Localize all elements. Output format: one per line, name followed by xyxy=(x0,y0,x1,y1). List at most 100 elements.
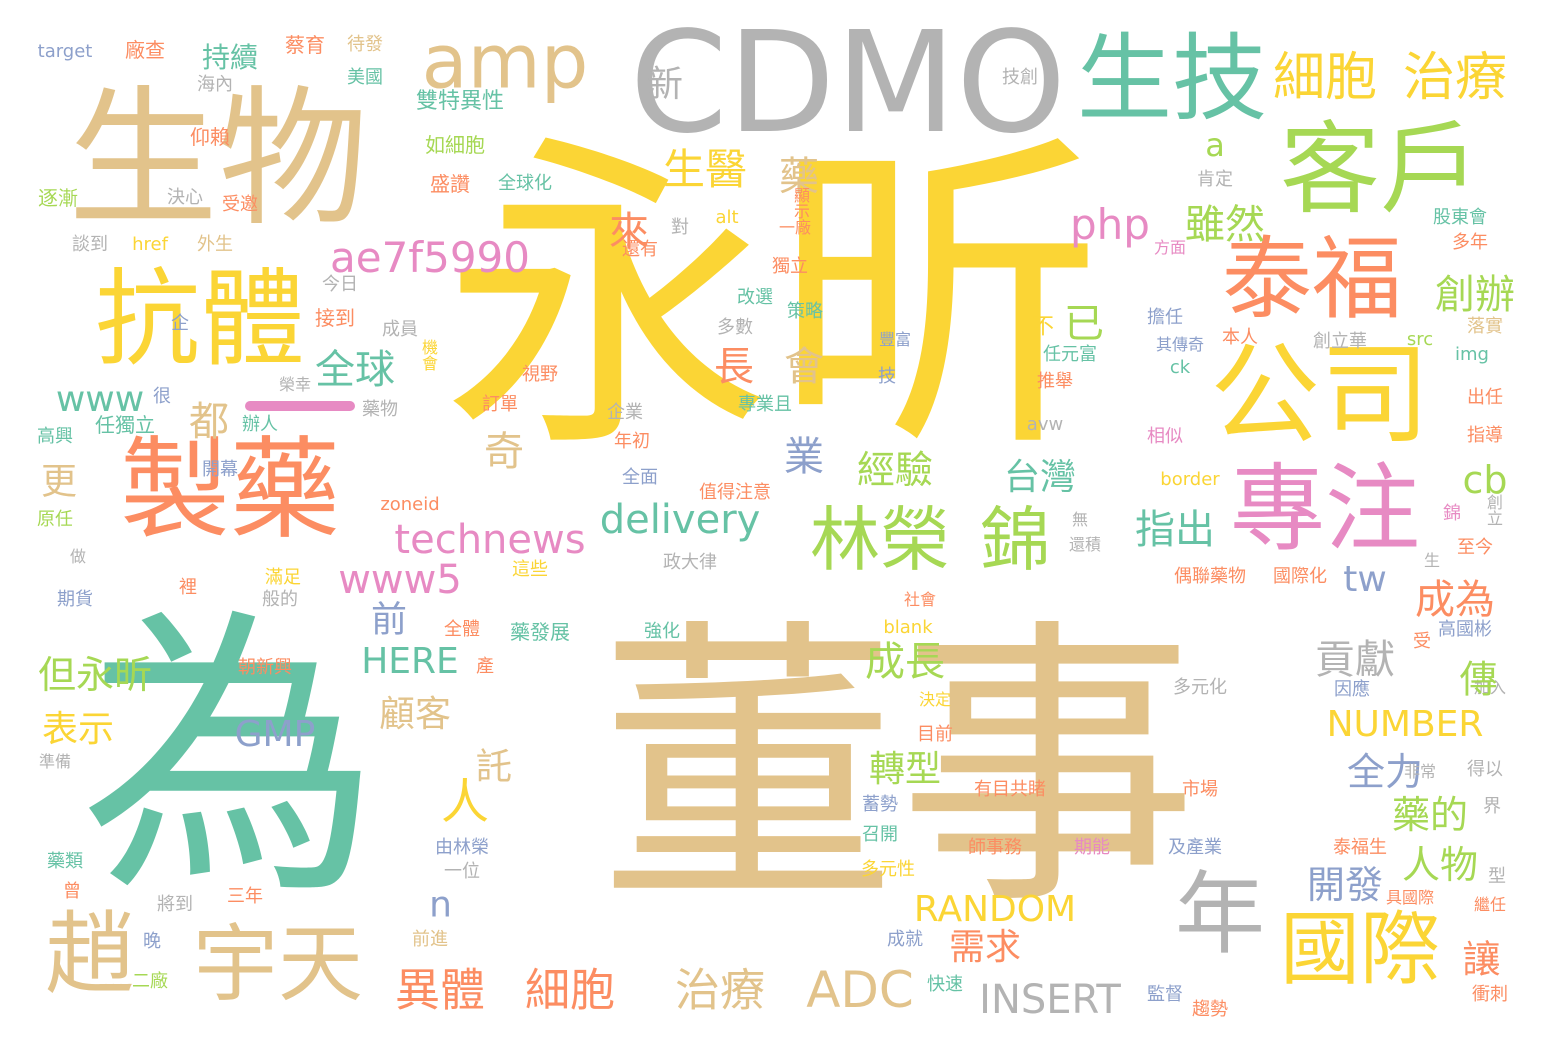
word-88: zoneid xyxy=(380,494,440,515)
word-113: 獨立 xyxy=(772,256,808,277)
word-102: 這些 xyxy=(512,559,548,580)
vword-10: 託 xyxy=(470,747,511,783)
word-46: 全力 xyxy=(1346,750,1424,794)
vword-29: 晚 xyxy=(140,931,161,949)
vword-9: 人 xyxy=(432,776,488,824)
word-152: 決定 xyxy=(918,690,952,709)
word-115: 還有 xyxy=(622,239,658,260)
word-100: 藥發展 xyxy=(510,620,570,644)
word-89: 期貨 xyxy=(57,589,93,610)
word-61: 盛讚 xyxy=(430,172,470,196)
word-71: 逐漸 xyxy=(38,186,78,210)
word-124: ck xyxy=(1169,357,1191,378)
vword-21: 顯示 xyxy=(791,187,810,219)
word-32: 指出 xyxy=(1135,507,1215,553)
word-64: 待發 xyxy=(347,34,383,55)
word-120: 任元富 xyxy=(1043,344,1097,365)
word-5: 生技 xyxy=(1076,24,1268,135)
word-109: 專業且 xyxy=(738,394,792,415)
word-80: 視野 xyxy=(522,364,558,385)
word-23: 生醫 xyxy=(662,145,748,194)
word-39: 貢獻 xyxy=(1315,637,1395,683)
word-66: 廠查 xyxy=(125,38,165,62)
word-133: 指導 xyxy=(1467,425,1503,446)
word-3: 生物 xyxy=(67,73,369,247)
word-145: 得以 xyxy=(1467,759,1503,780)
word-cloud-bar xyxy=(245,401,355,411)
word-69: 技創 xyxy=(1002,67,1038,88)
vword-19: 企 xyxy=(168,313,189,331)
word-54: 治療 xyxy=(674,963,766,1017)
vword-18: 很 xyxy=(150,386,171,404)
vword-22: 錦 xyxy=(1440,503,1461,521)
word-140: 至今 xyxy=(1457,537,1493,558)
word-107: 全面 xyxy=(622,467,658,488)
word-21: ae7f5990 xyxy=(330,233,530,282)
word-166: 繼任 xyxy=(1473,895,1507,914)
word-43: NUMBER xyxy=(1326,704,1484,745)
word-38: 成長 xyxy=(865,639,945,685)
word-79: 成員 xyxy=(382,319,418,340)
word-18: 國際 xyxy=(1280,903,1440,996)
word-149: 蓄勢 xyxy=(862,794,898,815)
word-27: www xyxy=(55,379,145,420)
word-36: cb xyxy=(1462,458,1508,502)
word-165: 具國際 xyxy=(1385,888,1435,907)
word-121: 推舉 xyxy=(1037,371,1073,392)
vword-5: 更 xyxy=(35,462,76,498)
word-160: 成就 xyxy=(887,929,923,950)
vword-26: 界 xyxy=(1480,796,1501,814)
word-101: 強化 xyxy=(644,621,680,642)
vword-3: 會 xyxy=(777,345,823,385)
word-106: 年初 xyxy=(614,431,650,452)
word-116: 對 xyxy=(671,217,689,238)
word-146: 非常 xyxy=(1403,762,1437,781)
word-68: 海內 xyxy=(197,74,233,95)
word-154: 社會 xyxy=(903,590,937,609)
word-42: 顧客 xyxy=(378,694,452,735)
word-127: src xyxy=(1406,329,1434,350)
word-103: 政大律 xyxy=(663,552,717,573)
word-135: 多年 xyxy=(1452,232,1488,253)
word-34: tw xyxy=(1343,559,1387,600)
word-0: 永昕 xyxy=(442,108,1102,492)
word-87: 原任 xyxy=(37,509,73,530)
word-10: 抗體 xyxy=(94,258,306,381)
word-13: 趙 xyxy=(45,902,135,1007)
word-45: 轉型 xyxy=(868,749,942,790)
word-62: 全球化 xyxy=(498,173,552,194)
word-41: GMP xyxy=(234,714,316,755)
word-172: 做 xyxy=(69,547,87,566)
word-49: 開發 xyxy=(1306,863,1384,907)
word-171: 滿足 xyxy=(265,567,301,588)
word-122: 擔任 xyxy=(1147,307,1183,328)
word-26: 全球 xyxy=(315,347,395,393)
word-162: 監督 xyxy=(1147,984,1183,1005)
word-156: 師事務 xyxy=(968,837,1022,858)
word-52: 異體 xyxy=(394,963,486,1017)
word-59: 雙特異性 xyxy=(415,89,505,114)
vword-4: 都 xyxy=(182,400,228,440)
word-136: 方面 xyxy=(1153,238,1187,257)
word-11: 製藥 xyxy=(120,426,340,554)
vword-16: a xyxy=(1196,126,1234,164)
word-9: 專注 xyxy=(1229,454,1421,565)
word-4: CDMO xyxy=(629,2,1067,165)
word-63: 蔡育 xyxy=(285,33,325,57)
word-48: 人物 xyxy=(1401,843,1479,887)
word-161: 快速 xyxy=(927,974,963,995)
vword-11: 已 xyxy=(1057,302,1103,342)
vword-25: 受 xyxy=(1410,631,1431,649)
word-94: 三年 xyxy=(227,886,263,907)
vword-8: 前 xyxy=(365,600,406,636)
word-1: 董事 xyxy=(598,595,1198,944)
word-158: 及產業 xyxy=(1168,837,1222,858)
vword-7: 業 xyxy=(777,435,823,475)
word-159: 泰福生 xyxy=(1333,837,1387,858)
word-117: 一廠 xyxy=(778,218,812,237)
word-153: blank xyxy=(883,617,933,638)
word-77: 今日 xyxy=(322,274,358,295)
word-164: 衝刺 xyxy=(1472,984,1508,1005)
word-19: 細胞 xyxy=(1272,48,1378,108)
vword-6: 奇 xyxy=(477,430,523,470)
